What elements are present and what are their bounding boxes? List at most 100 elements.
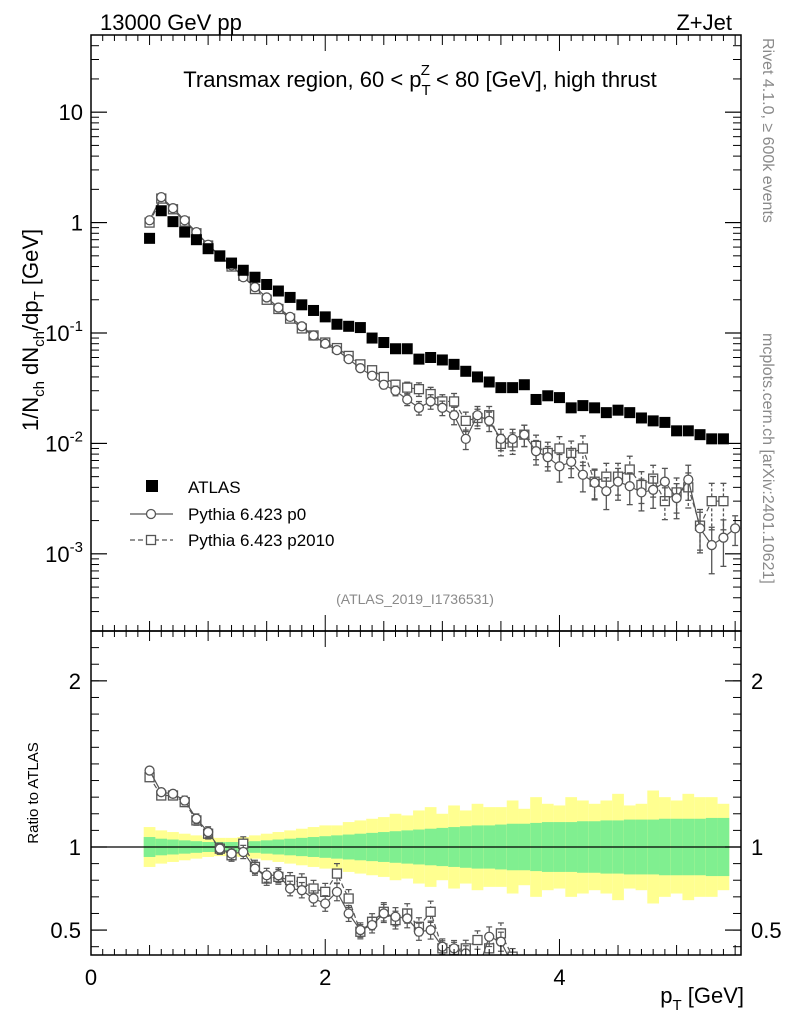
atlas-point (155, 205, 167, 217)
atlas-point (577, 400, 589, 412)
y-tick-label: 10-2 (45, 428, 83, 456)
atlas-point (167, 216, 179, 228)
process-label: Z+Jet (676, 10, 732, 35)
p0-point (495, 433, 507, 444)
ratio-y-tick-label-right: 1 (751, 835, 763, 860)
p0-point (718, 532, 729, 543)
ratio-p0-point (156, 787, 167, 798)
atlas-point (366, 332, 378, 344)
atlas-point (612, 404, 624, 416)
ratio-p2010-point (331, 868, 343, 879)
legend: ATLAS Pythia 6.423 p0 Pythia 6.423 p2010 (130, 478, 335, 550)
atlas-point (495, 382, 507, 394)
ratio-p0-point (238, 846, 249, 858)
x-axis-label: pT [GeV] (660, 983, 744, 1014)
atlas-point (659, 416, 671, 428)
ratio-p0-point (508, 960, 517, 969)
atlas-point (202, 243, 214, 255)
atlas-point (471, 371, 483, 383)
ratio-p2010-point (320, 886, 331, 898)
ratio-p0-point (144, 765, 155, 776)
mcplots-source: mcplots.cern.ch [arXiv:2401.10621] (759, 333, 776, 584)
p2010-point (718, 495, 729, 507)
atlas-point (542, 390, 554, 402)
analysis-id: (ATLAS_2019_I1736531) (336, 591, 494, 607)
p0-point (542, 452, 553, 463)
p0-point (612, 476, 624, 487)
y-tick-label: 10 (59, 100, 83, 125)
atlas-point (624, 407, 636, 419)
p2010-point (554, 443, 565, 454)
ratio-p2010-point (472, 934, 483, 946)
ratio-p0-point (179, 795, 190, 806)
x-tick-label: 2 (319, 965, 331, 990)
ratio-p2010-point (425, 906, 436, 917)
rivet-version: Rivet 4.1.0, ≥ 600k events (759, 38, 776, 223)
y-tick-label: 1 (71, 211, 83, 236)
atlas-point (226, 257, 238, 269)
p0-point (355, 363, 366, 374)
p0-point (577, 469, 589, 480)
ratio-y-tick-label-right: 0.5 (751, 918, 782, 943)
p0-point (144, 215, 155, 226)
p0-point (343, 353, 354, 365)
ratio-p2010-point (343, 893, 354, 904)
atlas-point (717, 433, 729, 445)
ratio-p0-point (390, 911, 401, 922)
atlas-point (682, 425, 694, 437)
atlas-point (530, 393, 542, 405)
atlas-point (635, 412, 647, 424)
atlas-point (179, 226, 191, 238)
p0-point (671, 492, 682, 504)
p0-point (683, 474, 694, 485)
ratio-frame (90, 630, 742, 956)
atlas-point (553, 392, 565, 404)
legend-atlas-marker (146, 480, 158, 492)
atlas-point (144, 232, 156, 244)
atlas-point (190, 234, 202, 246)
p0-point (437, 402, 448, 413)
atlas-point (319, 311, 331, 323)
p0-point (179, 215, 190, 226)
energy-label: 13000 GeV pp (100, 10, 242, 35)
y-tick-exponent: -2 (70, 428, 83, 445)
atlas-point (518, 379, 530, 391)
p0-point (706, 539, 717, 551)
y-axis-label: 1/Nch dNch/dpT [GeV] (18, 229, 48, 431)
main-title-a: Transmax region, 60 < p (183, 67, 421, 92)
ratio-y-tick-label-right: 2 (751, 669, 763, 694)
atlas-point (483, 376, 495, 388)
atlas-point (214, 250, 226, 262)
main-title: Transmax region, 60 < pTZ < 80 [GeV], hi… (183, 62, 656, 99)
p0-point (601, 485, 612, 497)
atlas-point (671, 425, 683, 437)
p0-point (566, 456, 577, 468)
ratio-p0-point (320, 898, 331, 909)
p0-point (554, 461, 565, 472)
p0-point (484, 415, 495, 427)
legend-atlas-label: ATLAS (188, 478, 241, 497)
p0-point (648, 484, 659, 495)
ratio-p0-point (261, 870, 272, 881)
p0-point (425, 396, 436, 407)
ratio-p0-point (167, 788, 179, 799)
atlas-point (589, 402, 601, 414)
atlas-point (436, 354, 448, 366)
p0-point (320, 338, 331, 349)
atlas-point (507, 382, 519, 394)
ratio-p0-point (473, 967, 482, 976)
ratio-y-tick-label-left: 2 (69, 669, 81, 694)
p0-point (472, 410, 483, 421)
atlas-point (448, 358, 460, 370)
p2010-point (413, 384, 425, 395)
p0-point (249, 282, 261, 293)
legend-p2010-label: Pythia 6.423 p2010 (188, 531, 335, 550)
y-tick-exponent: -3 (70, 539, 83, 556)
p2010-point (448, 396, 460, 407)
atlas-point (425, 351, 437, 363)
ratio-p0-point (249, 863, 261, 874)
p2010-point (402, 382, 413, 393)
p0-point (308, 330, 319, 341)
main-panel: 10-3 10-2 10-1 1 10 Transmax region, 60 < pT… (18, 34, 742, 632)
legend-p0-label: Pythia 6.423 p0 (188, 505, 306, 524)
